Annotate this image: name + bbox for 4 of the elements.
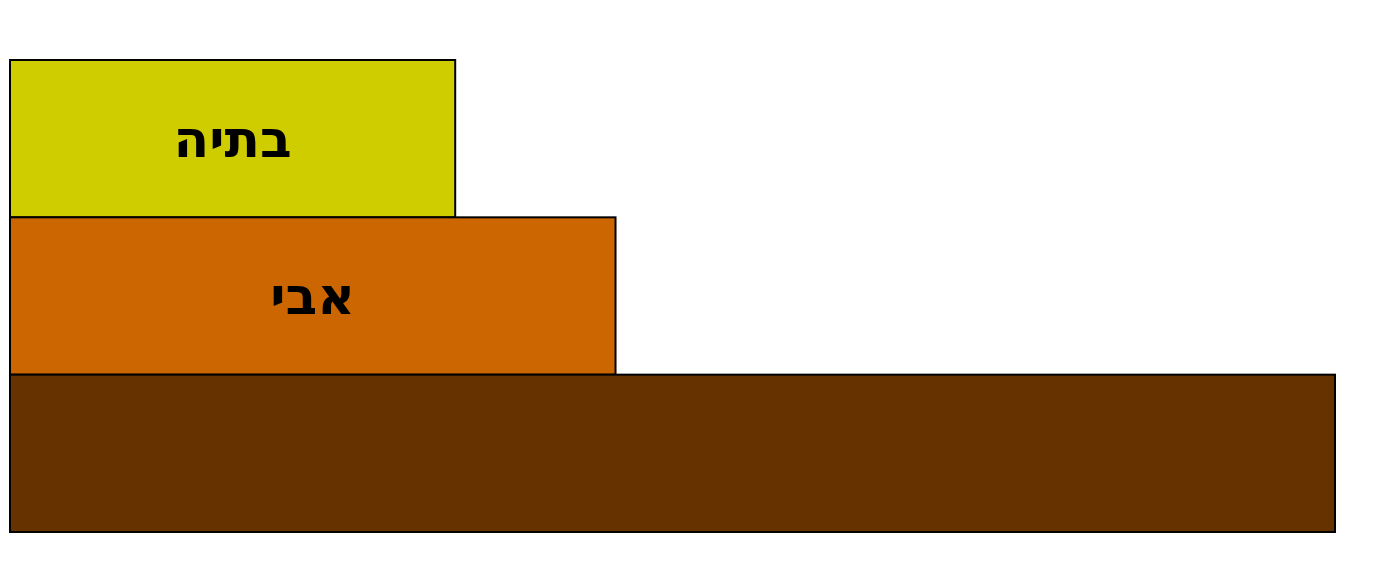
bar: אבי <box>9 216 617 376</box>
bar: בתיה <box>9 59 457 219</box>
y-tick-label: בתיה <box>173 108 292 169</box>
y-tick-label: אבי <box>270 266 356 326</box>
